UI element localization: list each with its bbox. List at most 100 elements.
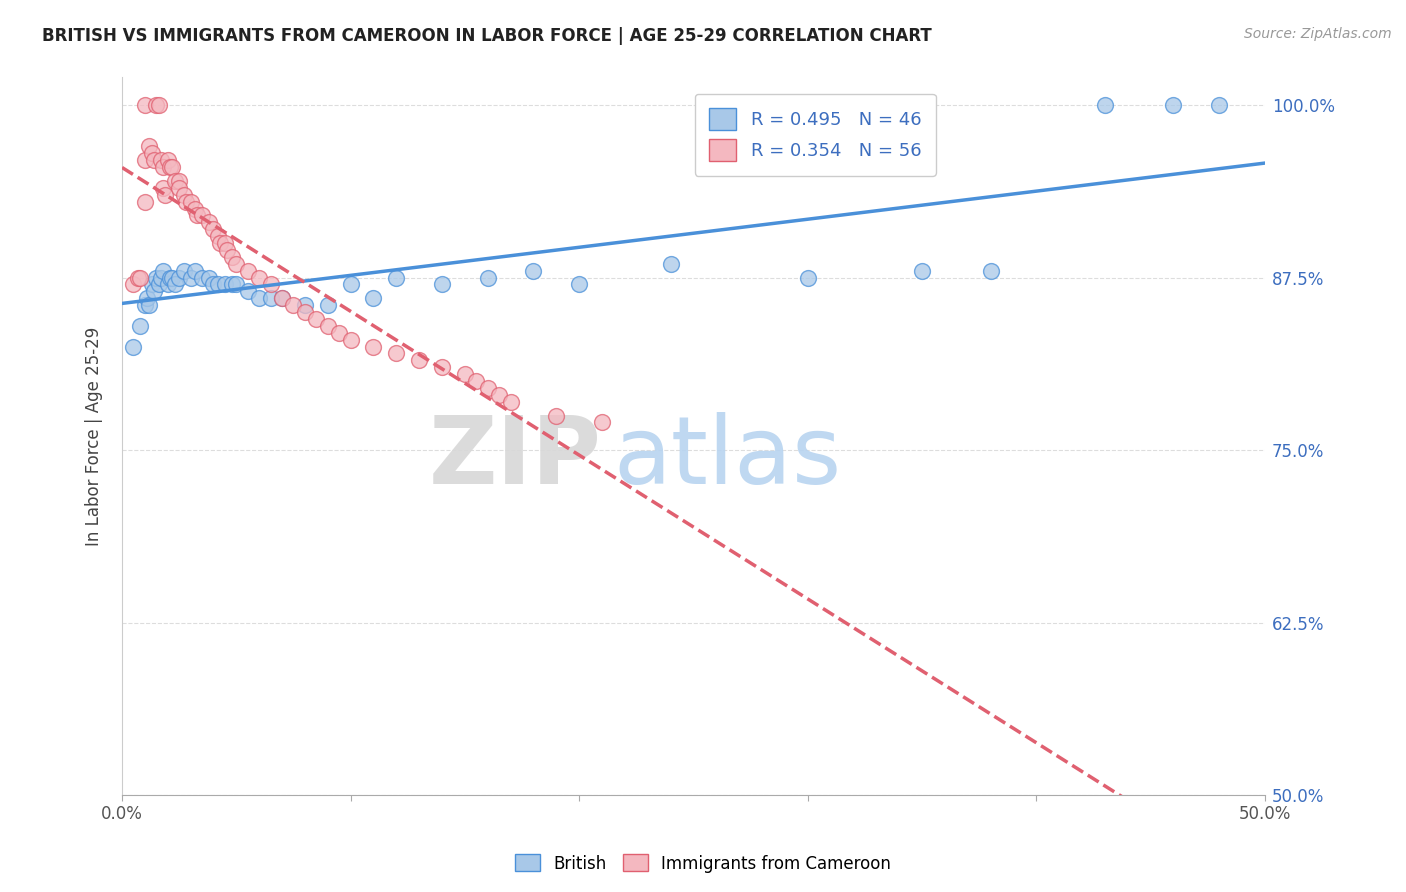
- Point: [174, 194, 197, 209]
- Point: [294, 298, 316, 312]
- Point: [186, 209, 208, 223]
- Point: [191, 209, 214, 223]
- Point: [145, 98, 167, 112]
- Point: [454, 367, 477, 381]
- Point: [385, 270, 408, 285]
- Point: [546, 409, 568, 423]
- Point: [136, 291, 159, 305]
- Point: [477, 381, 499, 395]
- Y-axis label: In Labor Force | Age 25-29: In Labor Force | Age 25-29: [86, 326, 103, 546]
- Point: [385, 346, 408, 360]
- Text: BRITISH VS IMMIGRANTS FROM CAMEROON IN LABOR FORCE | AGE 25-29 CORRELATION CHART: BRITISH VS IMMIGRANTS FROM CAMEROON IN L…: [42, 27, 932, 45]
- Point: [156, 153, 179, 168]
- Point: [134, 298, 156, 312]
- Point: [209, 235, 232, 250]
- Text: ZIP: ZIP: [429, 412, 602, 504]
- Text: atlas: atlas: [613, 412, 842, 504]
- Point: [214, 277, 236, 292]
- Point: [271, 291, 294, 305]
- Point: [796, 270, 818, 285]
- Point: [522, 263, 544, 277]
- Point: [659, 257, 682, 271]
- Point: [167, 181, 190, 195]
- Point: [138, 139, 160, 153]
- Point: [430, 360, 453, 375]
- Point: [202, 277, 225, 292]
- Point: [159, 160, 181, 174]
- Point: [167, 270, 190, 285]
- Point: [328, 326, 350, 340]
- Point: [339, 277, 361, 292]
- Point: [477, 270, 499, 285]
- Point: [488, 388, 510, 402]
- Point: [363, 340, 385, 354]
- Point: [145, 270, 167, 285]
- Point: [430, 277, 453, 292]
- Point: [316, 298, 339, 312]
- Point: [236, 285, 259, 299]
- Point: [363, 291, 385, 305]
- Point: [141, 277, 163, 292]
- Point: [148, 98, 170, 112]
- Point: [259, 291, 281, 305]
- Point: [152, 160, 174, 174]
- Point: [568, 277, 591, 292]
- Point: [207, 277, 229, 292]
- Point: [141, 146, 163, 161]
- Point: [162, 270, 184, 285]
- Point: [207, 229, 229, 244]
- Point: [167, 174, 190, 188]
- Point: [148, 277, 170, 292]
- Text: Source: ZipAtlas.com: Source: ZipAtlas.com: [1244, 27, 1392, 41]
- Legend: R = 0.495   N = 46, R = 0.354   N = 56: R = 0.495 N = 46, R = 0.354 N = 56: [695, 94, 936, 176]
- Point: [198, 270, 221, 285]
- Point: [173, 187, 195, 202]
- Point: [980, 263, 1002, 277]
- Point: [159, 270, 181, 285]
- Point: [1163, 98, 1185, 112]
- Point: [143, 285, 166, 299]
- Point: [184, 202, 207, 216]
- Legend: British, Immigrants from Cameroon: British, Immigrants from Cameroon: [508, 847, 898, 880]
- Point: [149, 153, 172, 168]
- Point: [499, 394, 522, 409]
- Point: [283, 298, 305, 312]
- Point: [163, 277, 186, 292]
- Point: [156, 277, 179, 292]
- Point: [134, 98, 156, 112]
- Point: [180, 194, 202, 209]
- Point: [122, 277, 145, 292]
- Point: [202, 222, 225, 236]
- Point: [236, 263, 259, 277]
- Point: [271, 291, 294, 305]
- Point: [163, 174, 186, 188]
- Point: [149, 270, 172, 285]
- Point: [911, 263, 934, 277]
- Point: [155, 187, 177, 202]
- Point: [221, 250, 243, 264]
- Point: [225, 257, 247, 271]
- Point: [259, 277, 281, 292]
- Point: [173, 263, 195, 277]
- Point: [247, 291, 270, 305]
- Point: [138, 298, 160, 312]
- Point: [465, 374, 488, 388]
- Point: [134, 194, 156, 209]
- Point: [316, 318, 339, 333]
- Point: [217, 243, 239, 257]
- Point: [129, 270, 152, 285]
- Point: [247, 270, 270, 285]
- Point: [191, 270, 214, 285]
- Point: [184, 263, 207, 277]
- Point: [152, 263, 174, 277]
- Point: [127, 270, 149, 285]
- Point: [294, 305, 316, 319]
- Point: [152, 181, 174, 195]
- Point: [122, 340, 145, 354]
- Point: [214, 235, 236, 250]
- Point: [162, 160, 184, 174]
- Point: [591, 416, 613, 430]
- Point: [143, 153, 166, 168]
- Point: [180, 270, 202, 285]
- Point: [1094, 98, 1116, 112]
